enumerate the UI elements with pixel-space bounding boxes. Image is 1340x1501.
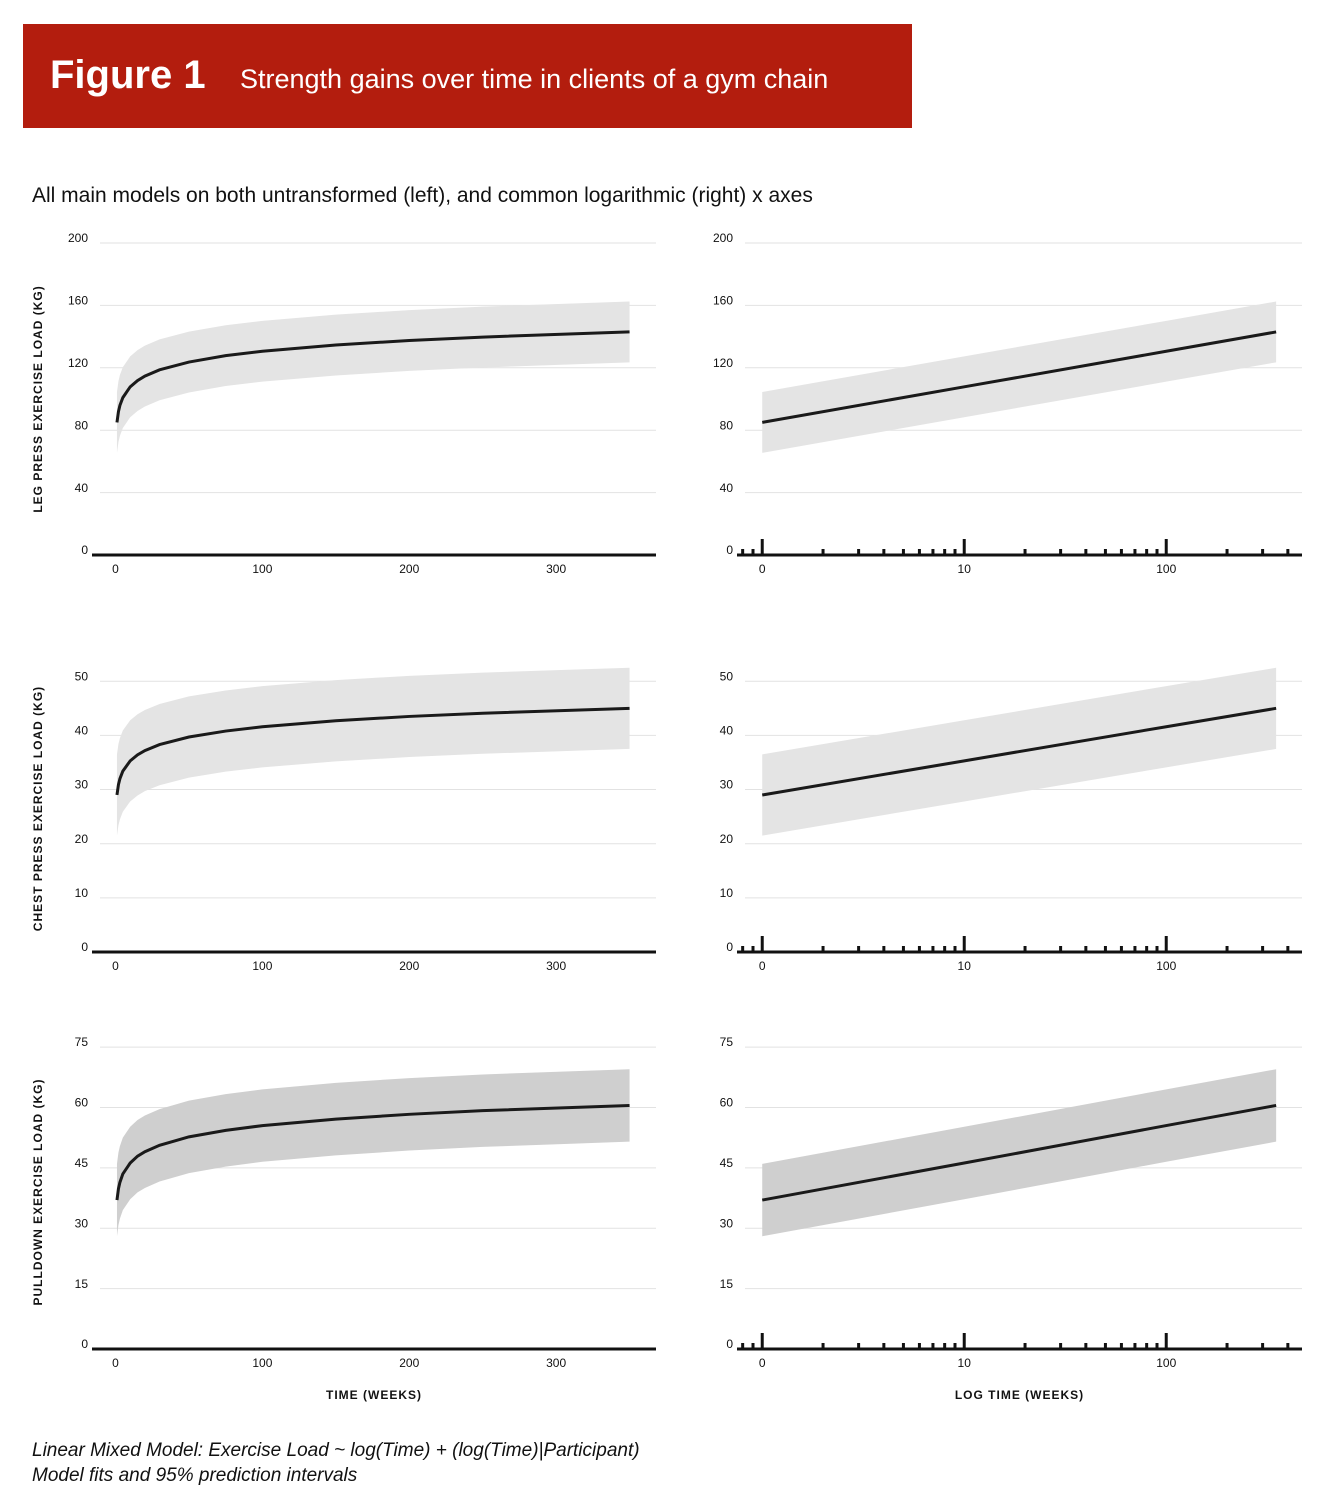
y-tick-label: 40 (720, 724, 734, 738)
y-tick-label: 160 (68, 294, 88, 308)
y-tick-label: 10 (720, 886, 734, 900)
x-tick-label: 100 (1156, 959, 1176, 973)
x-axis-label: LOG TIME (WEEKS) (955, 1388, 1084, 1402)
x-tick-label: 200 (399, 562, 419, 576)
x-tick-label: 200 (399, 1356, 419, 1370)
y-tick-label: 120 (713, 356, 733, 370)
x-tick-label: 10 (958, 562, 972, 576)
x-tick-label: 0 (759, 562, 766, 576)
model-fit (761, 1103, 1277, 1202)
y-tick-label: 0 (81, 940, 88, 954)
y-tick-label: 0 (726, 940, 733, 954)
y-tick-label: 40 (720, 481, 734, 495)
x-tick-label: 10 (958, 959, 972, 973)
y-tick-label: 45 (720, 1156, 734, 1170)
subtitle: All main models on both untransformed (l… (32, 184, 813, 207)
y-tick-label: 75 (720, 1035, 734, 1049)
x-tick-label: 300 (546, 1356, 566, 1370)
y-tick-label: 0 (81, 1337, 88, 1351)
y-tick-label: 45 (75, 1156, 89, 1170)
x-tick-label: 0 (112, 562, 119, 576)
y-tick-label: 200 (68, 231, 88, 245)
model-fit (761, 706, 1277, 797)
y-tick-label: 30 (720, 778, 734, 792)
y-tick-label: 20 (720, 832, 734, 846)
y-tick-label: 50 (75, 669, 89, 683)
x-tick-label: 100 (1156, 1356, 1176, 1370)
x-tick-label: 100 (1156, 562, 1176, 576)
y-tick-label: 160 (713, 294, 733, 308)
y-tick-label: 40 (75, 481, 89, 495)
y-tick-label: 60 (720, 1096, 734, 1110)
y-tick-label: 0 (726, 1337, 733, 1351)
y-tick-label: 0 (726, 543, 733, 557)
x-tick-label: 0 (112, 959, 119, 973)
prediction-interval (116, 301, 630, 453)
model-fit (761, 330, 1277, 424)
note: Linear Mixed Model: Exercise Load ~ log(… (32, 1440, 640, 1461)
x-tick-label: 300 (546, 562, 566, 576)
x-tick-label: 0 (759, 959, 766, 973)
y-axis-label: PULLDOWN EXERCISE LOAD (KG) (31, 1079, 45, 1306)
y-tick-label: 50 (720, 669, 734, 683)
model-fit (115, 1103, 630, 1201)
y-tick-label: 10 (75, 886, 89, 900)
y-axis-label: CHEST PRESS EXERCISE LOAD (KG) (31, 686, 45, 931)
x-tick-label: 10 (958, 1356, 972, 1370)
x-tick-label: 100 (252, 959, 272, 973)
x-axis-label: TIME (WEEKS) (326, 1388, 422, 1402)
y-tick-label: 30 (75, 1216, 89, 1230)
figure-title: Strength gains over time in clients of a… (240, 64, 828, 94)
model-fit (115, 330, 630, 423)
note: Model fits and 95% prediction intervals (32, 1465, 358, 1486)
x-tick-label: 200 (399, 959, 419, 973)
y-tick-label: 30 (720, 1216, 734, 1230)
prediction-interval (116, 667, 630, 836)
y-axis-label: LEG PRESS EXERCISE LOAD (KG) (31, 285, 45, 512)
y-tick-label: 75 (75, 1035, 89, 1049)
x-tick-label: 0 (112, 1356, 119, 1370)
x-tick-label: 0 (759, 1356, 766, 1370)
y-tick-label: 40 (75, 724, 89, 738)
prediction-interval (116, 1069, 630, 1237)
y-tick-label: 20 (75, 832, 89, 846)
y-tick-label: 15 (720, 1277, 734, 1291)
model-fit (115, 706, 630, 796)
y-tick-label: 60 (75, 1096, 89, 1110)
y-tick-label: 80 (75, 418, 89, 432)
y-tick-label: 30 (75, 778, 89, 792)
y-tick-label: 200 (713, 231, 733, 245)
header-band (23, 24, 912, 128)
x-tick-label: 100 (252, 1356, 272, 1370)
figure-number: Figure 1 (50, 53, 206, 97)
y-tick-label: 120 (68, 356, 88, 370)
y-tick-label: 80 (720, 418, 734, 432)
x-tick-label: 300 (546, 959, 566, 973)
y-tick-label: 15 (75, 1277, 89, 1291)
x-tick-label: 100 (252, 562, 272, 576)
y-tick-label: 0 (81, 543, 88, 557)
